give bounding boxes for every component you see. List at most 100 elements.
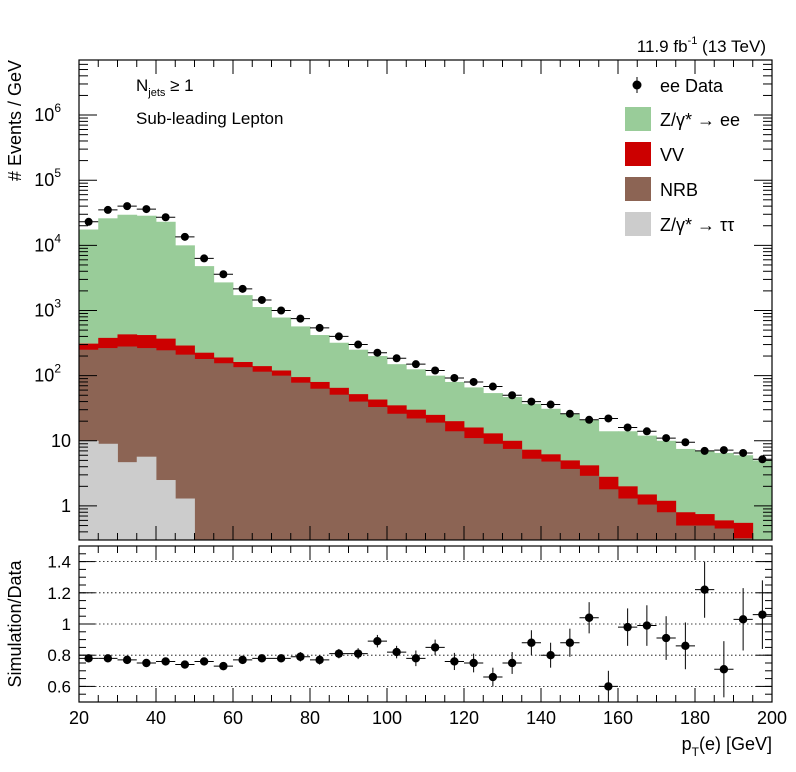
data-point (585, 415, 594, 424)
data-point (277, 306, 286, 315)
x-tick-label: 200 (757, 708, 787, 728)
x-tick-label: 180 (680, 708, 710, 728)
y-tick-exp: 4 (54, 231, 61, 245)
y-tick-label: 104 (34, 231, 61, 255)
data-point (334, 332, 343, 341)
data-point (238, 284, 247, 293)
hist-bar-nrb (233, 367, 253, 540)
y-tick-exp: 6 (54, 101, 61, 115)
data-point (527, 397, 536, 406)
ratio-point (276, 654, 286, 663)
data-point (604, 414, 613, 423)
hist-bar-nrb (521, 458, 542, 540)
data-point (161, 213, 170, 222)
data-point (758, 455, 767, 464)
y-tick-exp: 3 (54, 296, 61, 310)
ratio-point (238, 655, 247, 665)
y-tick-label: 1 (61, 496, 71, 516)
legend-swatch-dy_tt (625, 212, 651, 236)
ratio-point (719, 665, 729, 674)
y-tick-base: 10 (34, 300, 54, 320)
hist-bar-nrb (329, 394, 349, 540)
x-tick-label: 60 (223, 708, 243, 728)
hist-bar-z- (175, 498, 195, 540)
ratio-point (430, 643, 440, 652)
data-point (84, 217, 93, 226)
y-tick-base: 10 (34, 170, 54, 190)
legend-swatch-vv (625, 142, 651, 166)
hist-bar-nrb (695, 525, 715, 540)
ratio-point (642, 621, 652, 630)
hist-bar-nrb (656, 512, 677, 540)
ratio-point (661, 633, 671, 643)
luminosity-label: 11.9 fb-1 (13 TeV) (637, 35, 766, 56)
hist-bar-z-ee (733, 455, 754, 540)
njets-label: Njets ≥ 1 (136, 76, 194, 99)
ratio-point (450, 657, 459, 666)
ratio-y-tick-label: 1.4 (47, 553, 71, 572)
hist-bar-nrb (483, 443, 503, 540)
ratio-point (700, 585, 709, 594)
ratio-point (142, 658, 151, 668)
x-tick-label: 120 (449, 708, 479, 728)
x-tick-label: 160 (603, 708, 633, 728)
ratio-point (180, 660, 190, 669)
data-point (623, 423, 632, 432)
hist-bar-nrb (637, 504, 657, 540)
data-point (411, 360, 420, 369)
legend-label-nrb: NRB (660, 180, 698, 200)
legend-swatch-nrb (625, 177, 651, 201)
x-tick-label: 40 (146, 708, 166, 728)
legend-label-data: ee Data (660, 76, 724, 96)
y-tick-label: 103 (34, 296, 61, 320)
legend-label-vv: VV (660, 145, 684, 165)
ratio-point (122, 655, 132, 665)
y-axis-title-main: # Events / GeV (5, 60, 25, 181)
hist-bar-nrb (290, 382, 311, 540)
y-tick-base: 10 (34, 105, 54, 125)
y-tick-exp: 2 (54, 362, 61, 376)
ratio-y-tick-label: 0.8 (47, 646, 71, 665)
ratio-point (161, 657, 170, 666)
data-point (296, 314, 305, 323)
hist-bar-z-ee (752, 460, 773, 540)
data-point (103, 205, 112, 214)
hist-bar-nrb (444, 431, 465, 540)
ratio-axis-ticks: 0.6 0.8 1 1.2 1.4 20 40 60 80 100 120 140 160 180 200 (47, 545, 787, 728)
ratio-points (79, 561, 772, 702)
hist-bar-nrb (618, 498, 638, 540)
ratio-point (488, 672, 498, 682)
data-point (315, 323, 324, 332)
x-tick-label: 140 (526, 708, 556, 728)
hist-bar-z-ee (714, 452, 734, 540)
ratio-point (219, 661, 228, 671)
data-point (200, 254, 209, 263)
hist-bar-nrb (310, 388, 330, 540)
data-point (681, 438, 690, 447)
hist-bar-nrb (194, 359, 215, 540)
y-tick-label: 10 (51, 431, 71, 451)
data-point (662, 434, 671, 443)
ratio-point (527, 638, 536, 647)
data-point (642, 427, 651, 436)
ratio-point (546, 651, 555, 660)
ratio-gridlines (79, 561, 772, 687)
hist-bar-nrb (175, 354, 195, 540)
data-point (180, 232, 189, 241)
ratio-point (469, 658, 478, 668)
data-point (354, 340, 363, 349)
ratio-y-tick-label: 0.6 (47, 677, 71, 696)
ratio-point (392, 647, 401, 657)
hist-bar-nrb (598, 489, 619, 540)
ratio-point (758, 610, 767, 619)
legend-marker-dot (632, 80, 642, 90)
ratio-point (334, 649, 344, 658)
data-point (739, 448, 748, 457)
ratio-point (315, 655, 324, 665)
ratio-point (738, 615, 748, 624)
hist-bar-nrb (367, 407, 388, 540)
hist-bar-nrb (502, 448, 523, 540)
data-point (142, 205, 151, 214)
legend: ee Data Z/γ* → ee VV NRB Z/γ* → ττ (625, 76, 740, 236)
data-point (257, 295, 266, 304)
